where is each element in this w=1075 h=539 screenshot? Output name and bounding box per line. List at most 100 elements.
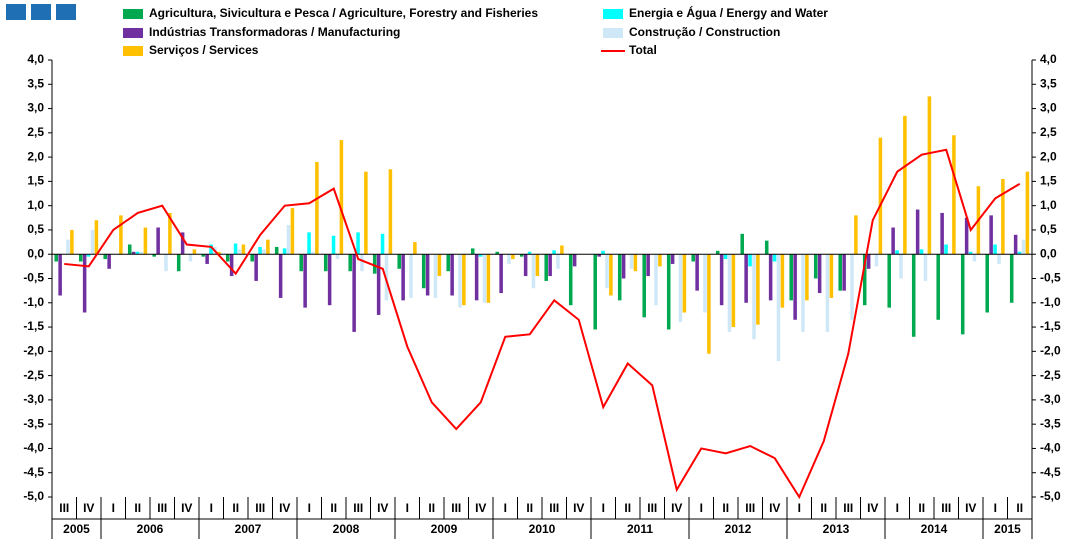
bar xyxy=(425,254,430,296)
bar xyxy=(482,254,487,303)
bar xyxy=(535,254,540,277)
y-tick-label: 3,0 xyxy=(27,101,44,115)
x-tick-label: I xyxy=(504,501,507,515)
bar xyxy=(748,254,752,267)
bar xyxy=(192,249,197,255)
bar xyxy=(842,254,846,291)
x-tick-label: I xyxy=(112,501,115,515)
bar xyxy=(139,251,144,255)
legend-marker xyxy=(123,28,143,38)
bar xyxy=(478,254,483,257)
bar xyxy=(335,254,340,260)
x-tick-label: III xyxy=(59,501,69,515)
bar xyxy=(54,254,58,262)
bar xyxy=(768,254,773,301)
bar xyxy=(940,212,944,255)
bar xyxy=(486,254,491,303)
bar xyxy=(960,254,965,335)
logo-block xyxy=(31,4,51,20)
bar xyxy=(229,254,234,277)
y2-tick-label: -1,0 xyxy=(1040,295,1061,309)
bar xyxy=(450,254,454,296)
bar xyxy=(878,137,883,255)
bar xyxy=(621,254,626,279)
x-tick-label: II xyxy=(134,501,141,515)
y-tick-label: 4,0 xyxy=(27,52,44,66)
bar xyxy=(752,254,756,340)
y2-tick-label: -3,0 xyxy=(1040,392,1061,406)
bar xyxy=(838,254,842,291)
x-tick-label: II xyxy=(918,501,925,515)
y-tick-label: -3,0 xyxy=(23,392,44,406)
year-label: 2010 xyxy=(529,522,556,536)
bar xyxy=(891,227,895,255)
year-label: 2007 xyxy=(235,522,262,536)
y2-tick-label: 2,0 xyxy=(1040,149,1057,163)
bar xyxy=(348,254,352,272)
y2-tick-label: 4,0 xyxy=(1040,52,1057,66)
x-tick-label: II xyxy=(624,501,631,515)
x-tick-label: I xyxy=(700,501,703,515)
bar xyxy=(572,254,577,267)
bar xyxy=(103,254,107,260)
bar xyxy=(421,254,426,289)
bar xyxy=(678,254,683,323)
legend-label: Indústrias Transformadoras / Manufacturi… xyxy=(149,25,400,39)
bar xyxy=(94,220,99,255)
bar xyxy=(511,254,515,260)
bar xyxy=(936,254,940,320)
bar xyxy=(78,254,83,262)
bar xyxy=(278,254,283,298)
y2-tick-label: 0,5 xyxy=(1040,222,1057,236)
x-tick-label: II xyxy=(820,501,827,515)
legend-marker xyxy=(123,9,143,19)
legend-label: Energia e Água / Energy and Water xyxy=(629,5,828,20)
year-label: 2008 xyxy=(333,522,360,536)
bar xyxy=(331,235,336,255)
x-tick-label: IV xyxy=(83,501,94,515)
x-tick-label: IV xyxy=(867,501,878,515)
bar xyxy=(568,254,573,306)
bar xyxy=(556,254,560,269)
year-label: 2013 xyxy=(823,522,850,536)
x-tick-label: IV xyxy=(573,501,584,515)
bar xyxy=(629,254,634,269)
y2-tick-label: 1,0 xyxy=(1040,198,1057,212)
y-tick-label: 2,5 xyxy=(27,125,44,139)
legend-label: Serviços / Services xyxy=(149,43,259,57)
x-tick-label: III xyxy=(941,501,951,515)
bar xyxy=(544,254,548,281)
bar xyxy=(829,254,834,298)
legend-label: Construção / Construction xyxy=(629,25,780,39)
bar xyxy=(462,254,466,306)
bar xyxy=(458,254,462,308)
bar xyxy=(895,250,899,255)
bar xyxy=(1013,234,1018,255)
bar xyxy=(601,250,605,255)
bar xyxy=(470,248,475,255)
x-tick-label: III xyxy=(745,501,755,515)
bar xyxy=(531,254,536,289)
bar xyxy=(944,244,948,255)
x-tick-label: II xyxy=(1016,501,1023,515)
x-tick-label: IV xyxy=(475,501,486,515)
bar xyxy=(303,254,307,308)
bar xyxy=(401,254,405,301)
y2-tick-label: -1,5 xyxy=(1040,319,1061,333)
x-tick-label: I xyxy=(210,501,213,515)
bar xyxy=(1001,178,1005,255)
bar xyxy=(409,254,413,298)
x-tick-label: II xyxy=(232,501,239,515)
bar xyxy=(646,254,650,277)
y2-tick-label: 3,0 xyxy=(1040,101,1057,115)
bar xyxy=(413,242,417,255)
y-tick-label: -5,0 xyxy=(23,489,44,503)
bar xyxy=(233,243,238,255)
x-tick-label: I xyxy=(896,501,899,515)
bar xyxy=(339,140,344,255)
bar xyxy=(850,254,854,320)
bar xyxy=(825,254,830,332)
x-tick-label: III xyxy=(157,501,167,515)
y-tick-label: 1,5 xyxy=(27,174,44,188)
y-tick-label: 1,0 xyxy=(27,198,44,212)
